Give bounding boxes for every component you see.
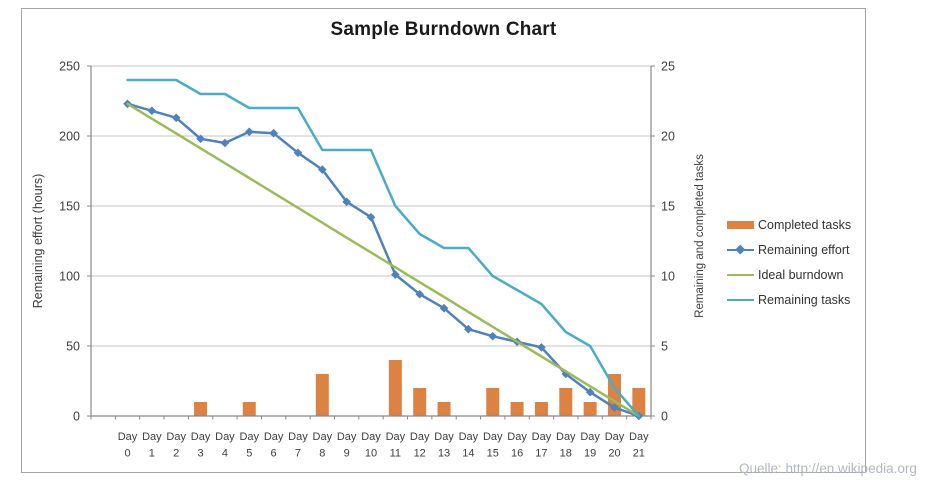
remaining-effort-marker: [269, 128, 278, 138]
remaining-effort-marker: [220, 138, 230, 148]
bar-swatch-icon: [727, 218, 754, 232]
legend-label: Remaining effort: [758, 242, 850, 257]
remaining-effort-marker: [488, 331, 498, 341]
remaining-effort-marker: [537, 343, 546, 352]
x-axis-category-label: Day 20: [605, 431, 625, 460]
x-axis-category-label: Day 5: [239, 431, 259, 460]
remaining-effort-marker: [244, 127, 254, 137]
x-axis-category-label: Day 19: [580, 431, 600, 460]
remaining-effort-marker: [147, 106, 157, 116]
x-axis-category-label: Day 16: [507, 431, 527, 460]
right-axis-tick-label: 5: [661, 340, 668, 354]
source-attribution: Quelle: http://en.wikipedia.org: [739, 461, 917, 476]
remaining-effort-marker: [585, 387, 595, 397]
remaining-effort-marker: [561, 369, 571, 379]
completed-tasks-bar: [632, 388, 646, 416]
x-axis-category-label: Day 18: [556, 431, 576, 460]
x-axis-category-label: Day 15: [483, 431, 503, 460]
remaining-effort-marker: [171, 113, 181, 123]
left-axis-tick-label: 50: [66, 340, 80, 354]
line-diamond-swatch-icon: [727, 243, 754, 257]
right-axis-tick-label: 20: [661, 130, 675, 144]
legend-item-completed-tasks: Completed tasks: [727, 212, 877, 237]
completed-tasks-bar: [583, 402, 597, 416]
x-axis-category-label: Day 17: [532, 431, 552, 460]
right-axis-tick-label: 10: [661, 270, 675, 284]
x-axis-category-label: Day 1: [142, 431, 162, 460]
remaining-effort-marker: [610, 403, 619, 412]
legend-item-remaining-effort: Remaining effort: [727, 237, 877, 262]
right-axis-tick-label: 25: [661, 60, 675, 74]
legend-label: Completed tasks: [758, 217, 852, 232]
line-swatch-icon: [727, 268, 754, 282]
completed-tasks-bar: [194, 402, 208, 416]
remaining-effort-marker: [391, 270, 400, 279]
completed-tasks-bar: [437, 402, 451, 416]
right-axis-title: Remaining and completed tasks: [694, 154, 706, 318]
chart-frame: [21, 8, 866, 473]
x-axis-category-label: Day 6: [264, 431, 284, 460]
right-axis-tick-label: 0: [661, 410, 668, 424]
remaining-tasks-line: [126, 78, 641, 418]
x-axis-category-label: Day 12: [410, 431, 430, 460]
remaining-effort-marker: [439, 303, 449, 313]
x-axis-category-label: Day 8: [313, 431, 333, 460]
left-axis-tick-label: 150: [59, 200, 80, 214]
remaining-effort-marker: [293, 148, 303, 158]
x-axis-category-label: Day 3: [191, 431, 211, 460]
remaining-effort-marker: [464, 324, 473, 334]
chart-legend: Completed tasks Remaining effort Ideal b…: [727, 212, 877, 312]
completed-tasks-bar: [388, 360, 402, 416]
x-axis-category-label: Day 0: [118, 431, 138, 460]
x-axis-category-label: Day 10: [361, 431, 381, 460]
x-axis-category-label: Day 14: [459, 431, 479, 460]
remaining-effort-line: [126, 102, 641, 418]
left-axis-tick-label: 0: [73, 410, 80, 424]
x-axis-category-label: Day 9: [337, 431, 357, 460]
x-axis-category-label: Day 4: [215, 431, 235, 460]
completed-tasks-bar: [242, 402, 256, 416]
x-axis-category-label: Day 7: [288, 431, 308, 460]
legend-item-remaining-tasks: Remaining tasks: [727, 287, 877, 312]
left-axis-tick-label: 200: [59, 130, 80, 144]
completed-tasks-bar: [534, 402, 548, 416]
remaining-effort-marker: [415, 289, 424, 299]
remaining-effort-marker: [196, 134, 205, 144]
remaining-effort-marker: [366, 212, 376, 222]
left-axis-title: Remaining effort (hours): [31, 173, 45, 309]
completed-tasks-bar: [510, 402, 524, 416]
legend-label: Remaining tasks: [758, 292, 851, 307]
left-axis-tick-label: 100: [59, 270, 80, 284]
ideal-burndown-line: [126, 102, 641, 418]
remaining-effort-marker: [318, 165, 327, 174]
left-axis-tick-label: 250: [59, 60, 80, 74]
x-axis-category-label: Day 13: [434, 431, 454, 460]
x-axis-category-label: Day 21: [629, 431, 649, 460]
remaining-effort-marker: [342, 197, 351, 207]
legend-item-ideal-burndown: Ideal burndown: [727, 262, 877, 287]
completed-tasks-bar: [486, 388, 500, 416]
completed-tasks-bar: [559, 388, 573, 416]
completed-tasks-bar: [315, 374, 329, 416]
chart-title: Sample Burndown Chart: [330, 19, 557, 40]
right-axis-tick-label: 15: [661, 200, 675, 214]
line-swatch-icon: [727, 293, 754, 307]
completed-tasks-bar: [413, 388, 427, 416]
x-axis-category-label: Day 2: [166, 431, 186, 460]
legend-label: Ideal burndown: [758, 267, 844, 282]
x-axis-category-label: Day 11: [386, 431, 406, 460]
